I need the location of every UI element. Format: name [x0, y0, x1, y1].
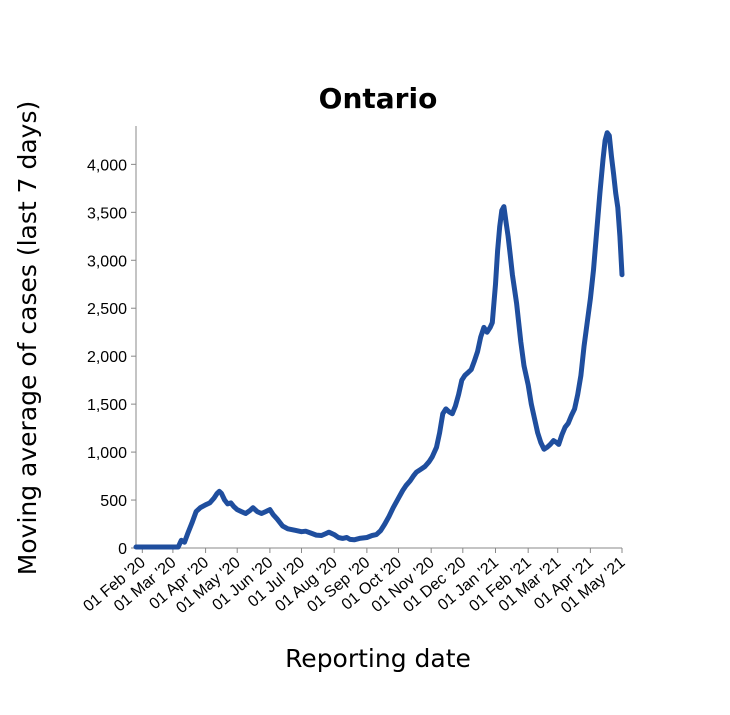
plot-area: [133, 130, 625, 550]
y-tick-label: 1,500: [87, 397, 127, 414]
y-axis: 0 500 1,000 1,500 2,000 2,500 3,000 3,500 4,000: [87, 126, 137, 558]
chart-title: Ontario: [319, 82, 438, 115]
y-tick-label: 2,000: [87, 349, 127, 366]
y-tick-label: 500: [100, 493, 127, 510]
y-tick-label: 2,500: [87, 301, 127, 318]
y-tick-label: 3,500: [87, 205, 127, 222]
x-axis-title: Reporting date: [285, 644, 471, 673]
series-line: [133, 130, 625, 550]
y-tick-label: 4,000: [87, 157, 127, 174]
y-tick-label: 0: [118, 541, 127, 558]
y-tick-label: 3,000: [87, 253, 127, 270]
y-axis-title: Moving average of cases (last 7 days): [13, 101, 42, 575]
y-tick-label: 1,000: [87, 445, 127, 462]
